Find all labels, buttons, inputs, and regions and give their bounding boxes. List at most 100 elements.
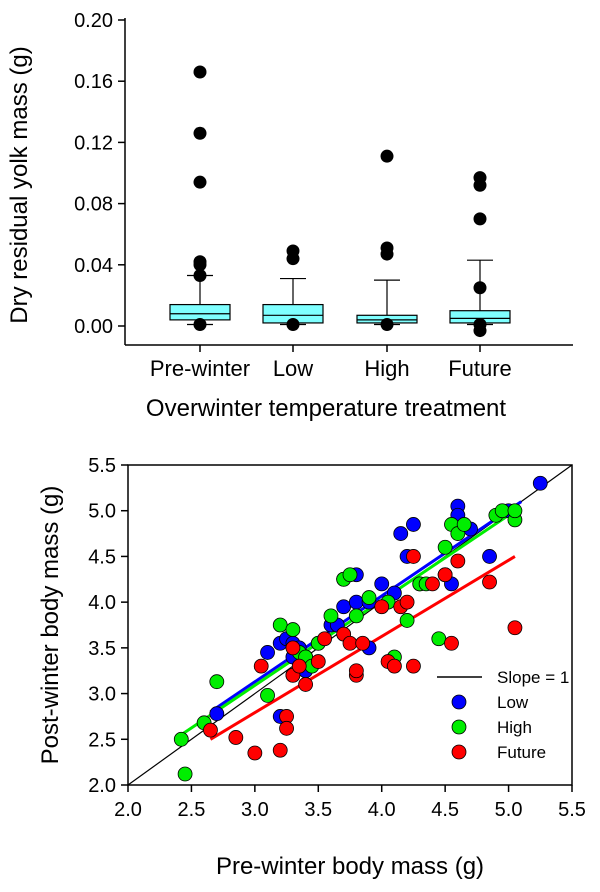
scatter-y-tick-label: 5.0 xyxy=(88,501,116,523)
outlier-point xyxy=(193,269,207,283)
data-point xyxy=(437,539,453,555)
boxplot-x-tick-label: Low xyxy=(273,356,313,381)
data-point xyxy=(456,517,472,532)
boxplot-y-tick-label: 0.20 xyxy=(74,10,113,32)
outlier-point xyxy=(193,258,207,272)
scatter-x-tick-label: 3.5 xyxy=(304,799,332,821)
data-point xyxy=(260,688,275,703)
data-point xyxy=(444,635,459,651)
data-point xyxy=(450,553,466,569)
data-point xyxy=(507,620,523,636)
boxplot-plot-area: 0.00 0.04 0.08 0.12 0.16 0.20 Pre-winter Low Hig… xyxy=(74,10,573,381)
scatter-x-axis-label: Pre-winter body mass (g) xyxy=(216,853,484,880)
data-point xyxy=(253,658,269,674)
scatter-plot-area: 2.0 2.5 3.0 3.5 4.0 4.5 5.0 5.5 2.0 2.5 3.0 3.5 4.0 4… xyxy=(88,455,586,821)
series-high xyxy=(173,503,523,782)
data-point xyxy=(406,658,421,674)
scatter-x-tick-label: 3.0 xyxy=(241,799,269,821)
boxplot-x-tick-label: Future xyxy=(448,356,512,381)
data-point xyxy=(393,526,409,541)
boxplot-y-tick-label: 0.00 xyxy=(74,316,113,338)
data-point xyxy=(285,640,301,656)
outlier-point xyxy=(286,252,300,266)
legend-marker-future xyxy=(451,744,467,760)
scatter-y-tick-label: 3.5 xyxy=(88,638,116,660)
scatter-legend: Slope = 1 Low High Future xyxy=(437,668,569,762)
data-point xyxy=(285,622,301,637)
box-high xyxy=(356,149,418,331)
legend-label-high: High xyxy=(497,718,532,737)
scatter-x-tick-label: 2.5 xyxy=(178,799,206,821)
boxplot-chart: 0.00 0.04 0.08 0.12 0.16 0.20 Pre-winter Low Hig… xyxy=(6,10,573,422)
data-point xyxy=(203,722,218,738)
data-point xyxy=(361,590,377,605)
data-point xyxy=(291,658,307,674)
data-point xyxy=(406,549,421,564)
data-point xyxy=(437,567,453,583)
data-point xyxy=(336,599,352,615)
data-point xyxy=(317,631,333,647)
outlier-point xyxy=(380,317,394,331)
scatter-x-tick-label: 4.5 xyxy=(431,799,459,821)
data-point xyxy=(177,766,193,782)
data-point xyxy=(482,549,497,564)
data-point xyxy=(431,631,447,647)
box-low xyxy=(262,244,324,331)
scatter-chart: 2.0 2.5 3.0 3.5 4.0 4.5 5.0 5.5 2.0 2.5 3.0 3.5 4.0 4… xyxy=(37,455,586,880)
boxplot-y-tick-label: 0.04 xyxy=(74,255,113,277)
scatter-y-tick-label: 2.0 xyxy=(88,775,116,797)
boxplot-y-tick-label: 0.16 xyxy=(74,71,113,93)
data-point xyxy=(482,574,497,590)
boxplot-y-tick-label: 0.12 xyxy=(74,132,113,154)
legend-marker-low xyxy=(451,694,467,710)
fit-line-high xyxy=(180,514,510,736)
box-pre-winter xyxy=(169,65,231,331)
outlier-point xyxy=(380,247,394,261)
scatter-y-tick-label: 4.0 xyxy=(88,592,116,614)
boxplot-x-tick-label: High xyxy=(364,356,409,381)
outlier-point xyxy=(473,212,487,226)
data-point xyxy=(272,742,288,758)
data-point xyxy=(399,613,415,628)
data-point xyxy=(310,654,326,669)
outlier-point xyxy=(286,317,300,331)
scatter-x-tick-label: 5.0 xyxy=(495,799,523,821)
data-point xyxy=(406,517,421,532)
data-point xyxy=(494,503,510,519)
data-point xyxy=(298,677,314,692)
scatter-y-axis-label: Post-winter body mass (g) xyxy=(37,486,64,765)
outlier-point xyxy=(473,324,487,338)
scatter-x-tick-label: 5.5 xyxy=(558,799,586,821)
data-point xyxy=(209,674,225,690)
legend-label-future: Future xyxy=(497,743,546,762)
boxplot-y-tick-label: 0.08 xyxy=(74,194,113,216)
data-point xyxy=(173,731,189,747)
data-point xyxy=(374,599,390,615)
data-point xyxy=(348,663,364,679)
data-point xyxy=(355,635,371,651)
data-point xyxy=(399,594,415,610)
data-point xyxy=(342,635,358,651)
data-point xyxy=(386,658,402,674)
data-point xyxy=(342,567,358,583)
data-point xyxy=(348,594,364,610)
outlier-point xyxy=(380,149,394,163)
scatter-plot-frame xyxy=(127,464,573,786)
data-point xyxy=(532,475,548,491)
data-point xyxy=(260,645,275,660)
data-point xyxy=(348,608,364,624)
scatter-x-tick-label: 2.0 xyxy=(114,799,142,821)
scatter-x-tick-label: 4.0 xyxy=(368,799,396,821)
series-future xyxy=(203,549,523,761)
data-point xyxy=(247,745,263,761)
scatter-y-tick-label: 3.0 xyxy=(88,684,116,706)
legend-marker-high xyxy=(451,719,467,735)
boxplot-y-axis-label: Dry residual yolk mass (g) xyxy=(6,46,33,323)
legend-label-slope: Slope = 1 xyxy=(497,668,569,687)
outlier-point xyxy=(193,65,207,79)
outlier-point xyxy=(473,281,487,295)
boxplot-x-tick-label: Pre-winter xyxy=(150,356,250,381)
data-point xyxy=(374,576,390,592)
scatter-y-tick-label: 2.5 xyxy=(88,729,116,751)
